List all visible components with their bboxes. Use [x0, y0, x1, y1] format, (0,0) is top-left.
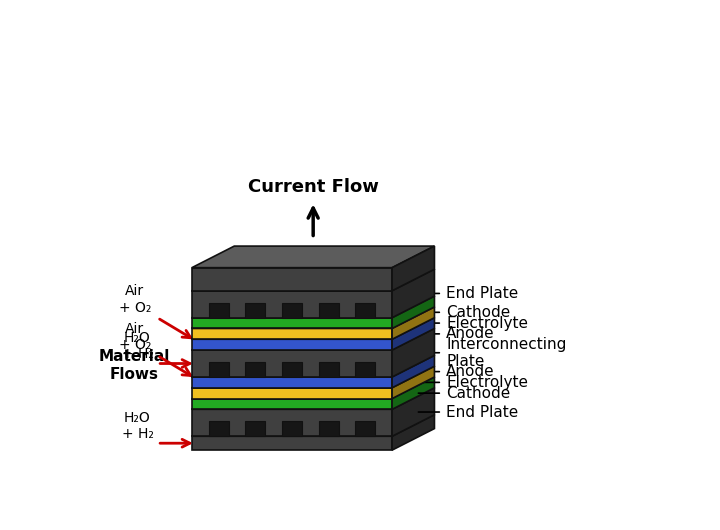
Polygon shape [392, 317, 434, 350]
Polygon shape [192, 307, 434, 329]
Polygon shape [192, 388, 434, 409]
Polygon shape [192, 388, 392, 399]
Polygon shape [192, 356, 434, 377]
Text: Anode: Anode [446, 364, 495, 379]
Polygon shape [192, 268, 392, 291]
Polygon shape [392, 269, 434, 317]
Polygon shape [192, 296, 434, 317]
Polygon shape [192, 436, 392, 450]
Polygon shape [192, 409, 392, 436]
Polygon shape [319, 421, 338, 436]
Polygon shape [282, 421, 302, 436]
Polygon shape [246, 303, 265, 317]
Polygon shape [192, 399, 392, 409]
Text: Air
+ O₂: Air + O₂ [119, 285, 151, 315]
Polygon shape [319, 303, 338, 317]
Polygon shape [282, 362, 302, 377]
Polygon shape [356, 362, 375, 377]
Text: H₂O
+ H₂: H₂O + H₂ [122, 331, 153, 361]
Polygon shape [392, 329, 434, 377]
Polygon shape [192, 339, 392, 350]
Polygon shape [192, 414, 434, 436]
Polygon shape [392, 307, 434, 339]
Text: H₂O
+ H₂: H₂O + H₂ [122, 411, 153, 441]
Text: Air
+ O₂: Air + O₂ [119, 322, 151, 352]
Polygon shape [392, 377, 434, 409]
Polygon shape [192, 377, 434, 399]
Text: Material
Flows: Material Flows [99, 349, 170, 382]
Text: Electrolyte: Electrolyte [446, 315, 528, 331]
Polygon shape [392, 366, 434, 399]
Polygon shape [246, 421, 265, 436]
Text: Anode: Anode [446, 326, 495, 341]
Text: Cathode: Cathode [446, 305, 510, 320]
Polygon shape [392, 414, 434, 450]
Polygon shape [319, 362, 338, 377]
Text: End Plate: End Plate [446, 404, 518, 420]
Text: End Plate: End Plate [446, 286, 518, 301]
Polygon shape [246, 362, 265, 377]
Polygon shape [209, 421, 229, 436]
Text: Current Flow: Current Flow [248, 178, 379, 196]
Polygon shape [192, 246, 434, 268]
Polygon shape [192, 377, 392, 388]
Polygon shape [392, 246, 434, 291]
Polygon shape [209, 362, 229, 377]
Text: Interconnecting
Plate: Interconnecting Plate [446, 337, 567, 369]
Polygon shape [282, 303, 302, 317]
Text: Electrolyte: Electrolyte [446, 375, 528, 390]
Polygon shape [192, 269, 434, 291]
Polygon shape [392, 356, 434, 388]
Polygon shape [392, 296, 434, 329]
Text: Cathode: Cathode [446, 386, 510, 401]
Polygon shape [356, 303, 375, 317]
Polygon shape [392, 388, 434, 436]
Polygon shape [192, 317, 434, 339]
Polygon shape [356, 421, 375, 436]
Polygon shape [192, 366, 434, 388]
Polygon shape [192, 317, 392, 329]
Polygon shape [209, 303, 229, 317]
Polygon shape [192, 350, 392, 377]
Polygon shape [192, 329, 392, 339]
Polygon shape [192, 291, 392, 317]
Polygon shape [192, 329, 434, 350]
